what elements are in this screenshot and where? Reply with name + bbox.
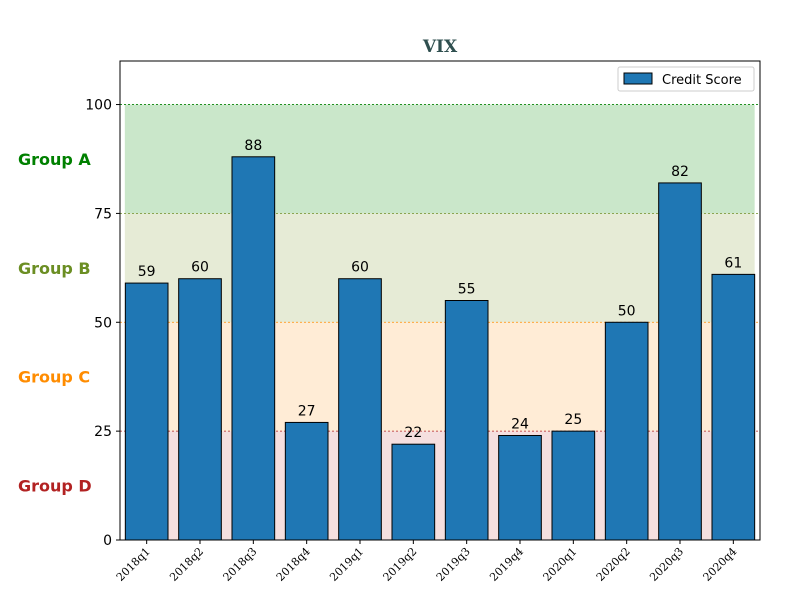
x-tick-label: 2019q4 (487, 545, 526, 584)
x-tick-label: 2020q3 (647, 545, 686, 584)
band-0 (124, 104, 755, 214)
bar-value-label: 60 (191, 260, 209, 276)
bar (284, 421, 329, 541)
x-tick-label: 2019q3 (434, 545, 473, 584)
y-tick-label: 0 (103, 533, 112, 549)
bar-value-label: 82 (671, 164, 689, 180)
group-bands (120, 104, 760, 540)
bar (551, 430, 596, 541)
bar (658, 182, 702, 541)
legend-label: Credit Score (662, 73, 742, 88)
y-tick-label: 75 (94, 206, 112, 222)
bar (178, 278, 222, 541)
band-1 (124, 213, 755, 323)
y-axis: 0 25 50 75 100 (85, 98, 120, 549)
x-axis: 2018q1 2018q2 2018q3 2018q4 2019q1 2019q2 2019… (114, 540, 740, 584)
bar-value-label: 22 (404, 425, 422, 441)
group-label: Group D (18, 477, 92, 496)
bar-value-label: 24 (511, 416, 529, 432)
y-tick-label: 100 (85, 98, 112, 114)
group-label: Group A (18, 150, 91, 169)
group-labels: Group A Group B Group C Group D (18, 150, 92, 496)
bar-value-label: 27 (298, 403, 316, 419)
bar-value-label: 59 (138, 264, 156, 280)
bar (391, 443, 436, 541)
band-2 (124, 322, 755, 432)
x-tick-label: 2018q2 (167, 545, 206, 584)
band-3 (124, 431, 755, 540)
bar (338, 278, 382, 541)
bars: 59 60 88 27 60 22 55 24 25 50 82 61 (124, 138, 756, 541)
bar-value-label: 50 (618, 303, 636, 319)
group-label: Group C (18, 368, 90, 387)
x-tick-label: 2018q3 (221, 545, 260, 584)
x-tick-label: 2018q1 (114, 545, 153, 584)
bar (604, 321, 649, 541)
bar-value-label: 55 (458, 282, 476, 298)
bar (124, 282, 169, 541)
group-label: Group B (18, 259, 91, 278)
bar-value-label: 61 (724, 255, 742, 271)
bar-value-label: 88 (244, 138, 262, 154)
legend-swatch (623, 72, 653, 85)
y-tick-label: 50 (94, 315, 112, 331)
bar (231, 156, 276, 541)
x-tick-label: 2020q4 (701, 545, 740, 584)
plot-frame (119, 60, 761, 541)
bar (498, 434, 542, 541)
x-tick-label: 2020q1 (541, 545, 580, 584)
x-tick-label: 2019q2 (381, 545, 420, 584)
y-tick-label: 25 (94, 424, 112, 440)
x-tick-label: 2020q2 (594, 545, 633, 584)
bar (711, 273, 756, 541)
chart-title: VIX (422, 37, 458, 57)
x-tick-label: 2019q1 (327, 545, 366, 584)
bar-value-label: 60 (351, 260, 369, 276)
bar-value-label: 25 (564, 412, 582, 428)
bar (444, 300, 489, 541)
x-tick-label: 2018q4 (274, 545, 313, 584)
legend: Credit Score (617, 66, 755, 92)
